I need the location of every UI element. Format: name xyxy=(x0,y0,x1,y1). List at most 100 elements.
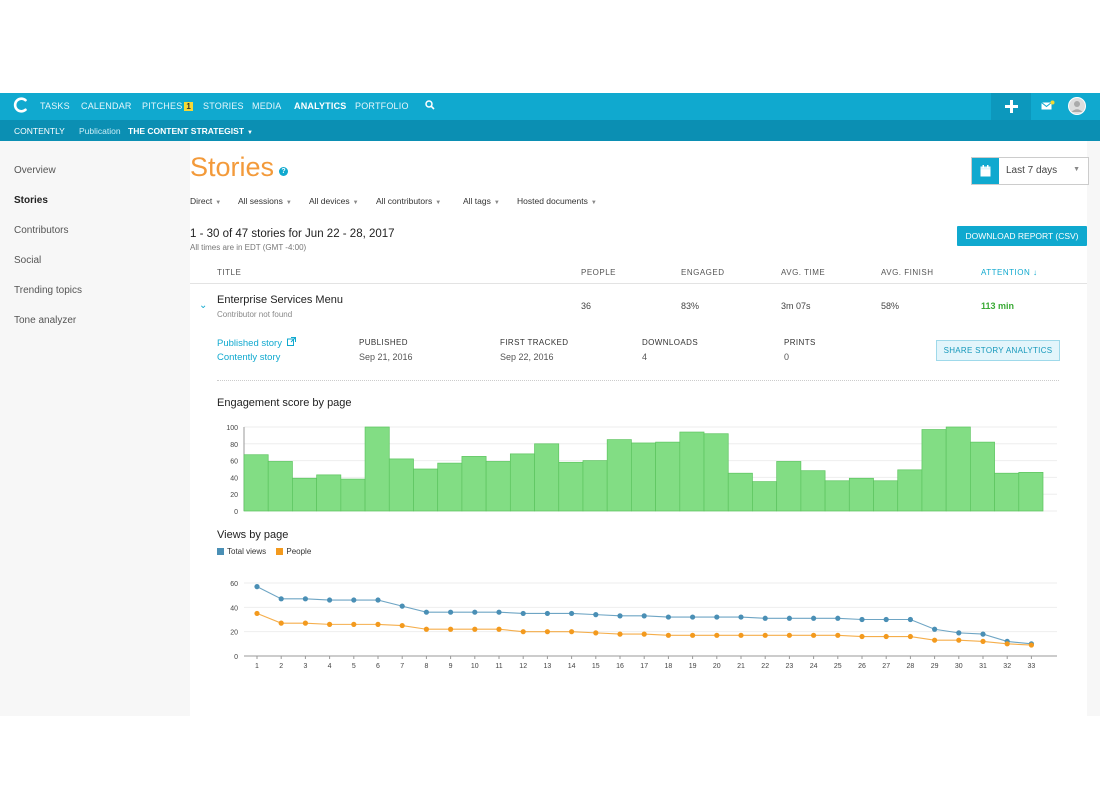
data-point xyxy=(665,614,671,620)
data-point xyxy=(859,616,865,623)
filter-direct[interactable]: Direct ▼ xyxy=(190,196,222,206)
nav-analytics[interactable]: ANALYTICS xyxy=(294,101,347,111)
chevron-down-icon: ▼ xyxy=(493,200,500,206)
y-tick-label: 80 xyxy=(230,442,238,449)
data-point xyxy=(641,613,647,619)
detail-divider xyxy=(217,380,1059,381)
nav-tasks[interactable]: TASKS xyxy=(40,101,70,111)
column-header-title: TITLE xyxy=(217,268,242,277)
data-point xyxy=(569,629,575,635)
filter-contributors[interactable]: All contributors ▼ xyxy=(376,196,442,206)
pitches-count-badge: 1 xyxy=(184,102,194,111)
data-point xyxy=(351,621,357,627)
published-story-link[interactable]: Published story xyxy=(217,337,296,349)
data-point xyxy=(302,596,308,602)
bar xyxy=(485,461,511,512)
date-range-select[interactable]: Last 7 days ▼ xyxy=(971,157,1089,185)
story-title[interactable]: Enterprise Services Menu xyxy=(217,294,343,306)
sidebar-item-trending-topics[interactable]: Trending topics xyxy=(14,285,82,296)
share-story-analytics-button[interactable]: SHARE STORY ANALYTICS xyxy=(936,340,1060,361)
cell-attention: 113 min xyxy=(981,301,1015,311)
filter-sessions[interactable]: All sessions ▼ xyxy=(238,196,292,206)
user-avatar-icon[interactable] xyxy=(1068,97,1086,115)
nav-pitches[interactable]: PITCHES 1 xyxy=(142,101,194,111)
legend-label-people: People xyxy=(286,547,312,556)
sidebar-item-social[interactable]: Social xyxy=(14,255,42,266)
downloads-label: DOWNLOADS xyxy=(642,338,699,347)
bar xyxy=(243,454,269,512)
data-point xyxy=(738,614,744,620)
data-point xyxy=(617,613,623,619)
data-point xyxy=(544,629,550,635)
search-icon[interactable] xyxy=(425,100,435,110)
column-header-engaged[interactable]: ENGAGED xyxy=(681,268,725,277)
bar xyxy=(897,469,923,512)
engagement-chart-title: Engagement score by page xyxy=(217,397,352,409)
x-tick-label: 1 xyxy=(255,663,259,670)
y-tick-label: 40 xyxy=(230,605,238,612)
data-point xyxy=(496,626,502,632)
chevron-down-icon: ▼ xyxy=(352,200,359,206)
download-report-button[interactable]: DOWNLOAD REPORT (CSV) xyxy=(957,226,1087,246)
column-header-people[interactable]: PEOPLE xyxy=(581,268,617,277)
data-point xyxy=(472,626,478,632)
bar xyxy=(606,439,632,512)
bar xyxy=(848,477,874,512)
nav-stories[interactable]: STORIES xyxy=(203,101,244,111)
data-point xyxy=(1028,642,1034,648)
publication-bar xyxy=(0,120,1100,141)
y-tick-label: 60 xyxy=(230,581,238,588)
nav-calendar[interactable]: CALENDAR xyxy=(81,101,132,111)
bar xyxy=(267,461,293,512)
contently-logo-icon[interactable] xyxy=(13,97,29,113)
bar xyxy=(921,429,947,512)
calendar-icon xyxy=(980,165,991,177)
sidebar-item-contributors[interactable]: Contributors xyxy=(14,225,69,236)
x-tick-label: 13 xyxy=(544,663,552,670)
data-point xyxy=(956,630,962,636)
x-tick-label: 20 xyxy=(713,663,721,670)
chevron-down-icon: ▼ xyxy=(215,200,222,206)
sidebar-item-tone-analyzer[interactable]: Tone analyzer xyxy=(14,315,77,326)
bar xyxy=(703,433,729,512)
publication-selector[interactable]: THE CONTENT STRATEGIST ▼ xyxy=(128,126,253,136)
column-header-attention[interactable]: ATTENTION ↓ xyxy=(981,268,1038,277)
bar xyxy=(727,472,753,512)
brand-label[interactable]: CONTENTLY xyxy=(14,126,65,136)
nav-media[interactable]: MEDIA xyxy=(252,101,282,111)
bar xyxy=(292,477,317,512)
legend-swatch-people xyxy=(276,548,284,555)
notifications-envelope-icon[interactable] xyxy=(1041,100,1055,111)
data-point xyxy=(617,631,623,637)
nav-portfolio[interactable]: PORTFOLIO xyxy=(355,101,409,111)
data-point xyxy=(569,610,575,617)
calendar-button[interactable] xyxy=(972,158,999,184)
x-tick-label: 5 xyxy=(352,663,356,670)
data-point xyxy=(690,632,696,638)
data-point xyxy=(520,629,526,635)
data-point xyxy=(399,603,405,609)
filter-tags[interactable]: All tags ▼ xyxy=(463,196,500,206)
y-tick-label: 60 xyxy=(230,459,238,466)
sidebar-item-overview[interactable]: Overview xyxy=(14,165,56,176)
help-icon[interactable]: ? xyxy=(279,167,288,176)
filter-devices[interactable]: All devices ▼ xyxy=(309,196,359,206)
filter-hosted-documents[interactable]: Hosted documents ▼ xyxy=(517,196,597,206)
sidebar-item-stories[interactable]: Stories xyxy=(14,195,48,206)
collapse-chevron-icon[interactable]: ⌄ xyxy=(199,300,208,311)
data-point xyxy=(448,626,454,632)
story-contributor: Contributor not found xyxy=(217,310,293,319)
x-tick-label: 4 xyxy=(328,663,332,670)
create-button[interactable] xyxy=(991,93,1031,120)
data-point xyxy=(762,615,768,621)
data-point xyxy=(932,626,938,632)
column-header-avg-finish[interactable]: AVG. FINISH xyxy=(881,268,934,277)
data-point xyxy=(472,609,478,615)
data-point xyxy=(932,637,938,643)
column-header-avg-time[interactable]: AVG. TIME xyxy=(781,268,826,277)
bar xyxy=(316,474,342,512)
contently-story-link[interactable]: Contently story xyxy=(217,352,281,363)
data-point xyxy=(496,609,502,615)
bar xyxy=(340,478,366,512)
